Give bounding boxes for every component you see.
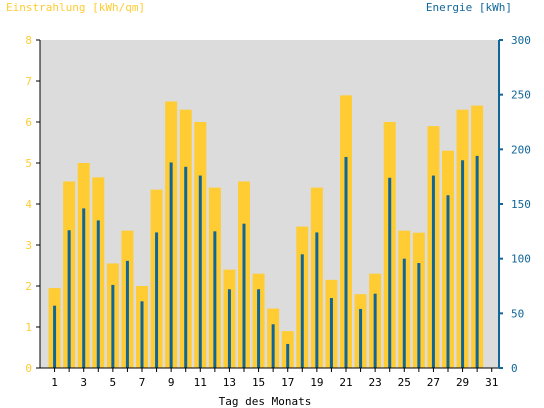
energy-bar [373, 293, 377, 368]
x-tick-label: 5 [110, 376, 117, 389]
energy-bar [446, 195, 450, 368]
x-tick-label: 7 [139, 376, 146, 389]
energy-bar [475, 155, 479, 368]
energy-bar [213, 231, 217, 368]
left-y-tick-label: 4 [25, 198, 32, 211]
right-y-tick-label: 300 [511, 34, 531, 47]
right-y-tick-label: 200 [511, 143, 531, 156]
x-tick-label: 1 [51, 376, 58, 389]
energy-bar [125, 260, 129, 368]
energy-bar [227, 289, 231, 368]
x-tick-label: 27 [427, 376, 440, 389]
left-y-tick-label: 1 [25, 321, 32, 334]
energy-bar [402, 258, 406, 368]
energy-bars [53, 155, 479, 368]
x-tick-label: 17 [281, 376, 294, 389]
x-tick-label: 13 [223, 376, 236, 389]
right-y-tick-label: 250 [511, 89, 531, 102]
left-axis-title: Einstrahlung [kWh/qm] [6, 1, 145, 14]
left-y-tick-label: 7 [25, 75, 32, 88]
left-y-tick-label: 5 [25, 157, 32, 170]
right-y-tick-label: 150 [511, 198, 531, 211]
energy-bar [359, 308, 363, 368]
left-y-tick-label: 8 [25, 34, 32, 47]
energy-bar [184, 166, 188, 368]
x-axis-title: Tag des Monats [219, 395, 312, 408]
energy-bar [417, 263, 421, 368]
left-y-tick-label: 2 [25, 280, 32, 293]
right-y-tick-label: 0 [511, 362, 518, 375]
right-y-tick-label: 50 [511, 307, 524, 320]
energy-bar [140, 301, 144, 368]
energy-bar [271, 324, 275, 368]
x-tick-label: 29 [456, 376, 469, 389]
x-tick-label: 25 [398, 376, 411, 389]
energy-bar [82, 208, 86, 368]
x-tick-label: 23 [369, 376, 382, 389]
energy-bar [286, 343, 290, 368]
x-tick-label: 31 [485, 376, 498, 389]
energy-bar [155, 232, 159, 368]
energy-bar [242, 223, 246, 368]
x-tick-label: 15 [252, 376, 265, 389]
energy-bar [198, 175, 202, 368]
left-y-tick-label: 0 [25, 362, 32, 375]
energy-bar [388, 177, 392, 368]
energy-bar [169, 162, 173, 368]
energy-bar [111, 284, 115, 368]
x-tick-label: 21 [339, 376, 352, 389]
energy-bar [257, 289, 261, 368]
energy-bar [431, 175, 435, 368]
x-tick-label: 19 [310, 376, 323, 389]
right-y-tick-label: 100 [511, 253, 531, 266]
energy-bar [329, 298, 333, 368]
x-tick-label: 3 [80, 376, 87, 389]
left-y-tick-label: 3 [25, 239, 32, 252]
x-tick-label: 11 [194, 376, 207, 389]
energy-bar [461, 160, 465, 368]
right-axis-title: Energie [kWh] [426, 1, 512, 14]
energy-bar [96, 220, 100, 368]
energy-bar [344, 156, 348, 368]
left-y-tick-label: 6 [25, 116, 32, 129]
energy-bar [67, 230, 71, 368]
energy-bar [300, 254, 304, 368]
x-tick-label: 9 [168, 376, 175, 389]
energy-bar [315, 232, 319, 368]
energy-bar [53, 305, 57, 368]
